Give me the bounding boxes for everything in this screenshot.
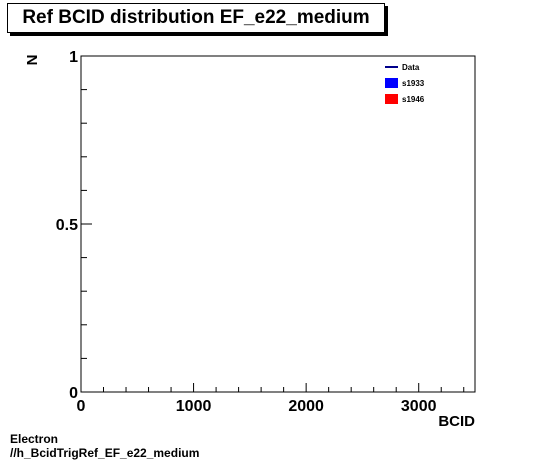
y-axis-label: N (24, 55, 41, 66)
x-axis-ticks (80, 383, 465, 392)
y-tick-label: 0.5 (56, 217, 78, 234)
legend-label: s1946 (402, 95, 425, 104)
legend-swatch-s1933 (385, 78, 398, 88)
chart-title: Ref BCID distribution EF_e22_medium (7, 3, 385, 33)
x-tick-label: 0 (77, 398, 86, 415)
y-axis-tick-labels: 00.51 (56, 49, 78, 402)
footer-line2: //h_BcidTrigRef_EF_e22_medium (10, 446, 200, 460)
x-tick-label: 1000 (176, 398, 212, 415)
footer-line1: Electron (10, 432, 59, 446)
legend-label: s1933 (402, 79, 425, 88)
x-tick-label: 3000 (401, 398, 437, 415)
x-axis-tick-labels: 0 1000 2000 3000 (77, 398, 437, 415)
y-axis-ticks (81, 55, 92, 393)
legend-swatch-s1946 (385, 94, 398, 104)
legend-label: Data (402, 63, 420, 72)
legend: Data s1933 s1946 (385, 63, 425, 104)
y-tick-label: 1 (69, 49, 78, 66)
y-tick-label: 0 (69, 385, 78, 402)
plot-frame (80, 55, 476, 393)
x-axis-label: BCID (438, 413, 475, 430)
x-tick-label: 2000 (288, 398, 324, 415)
